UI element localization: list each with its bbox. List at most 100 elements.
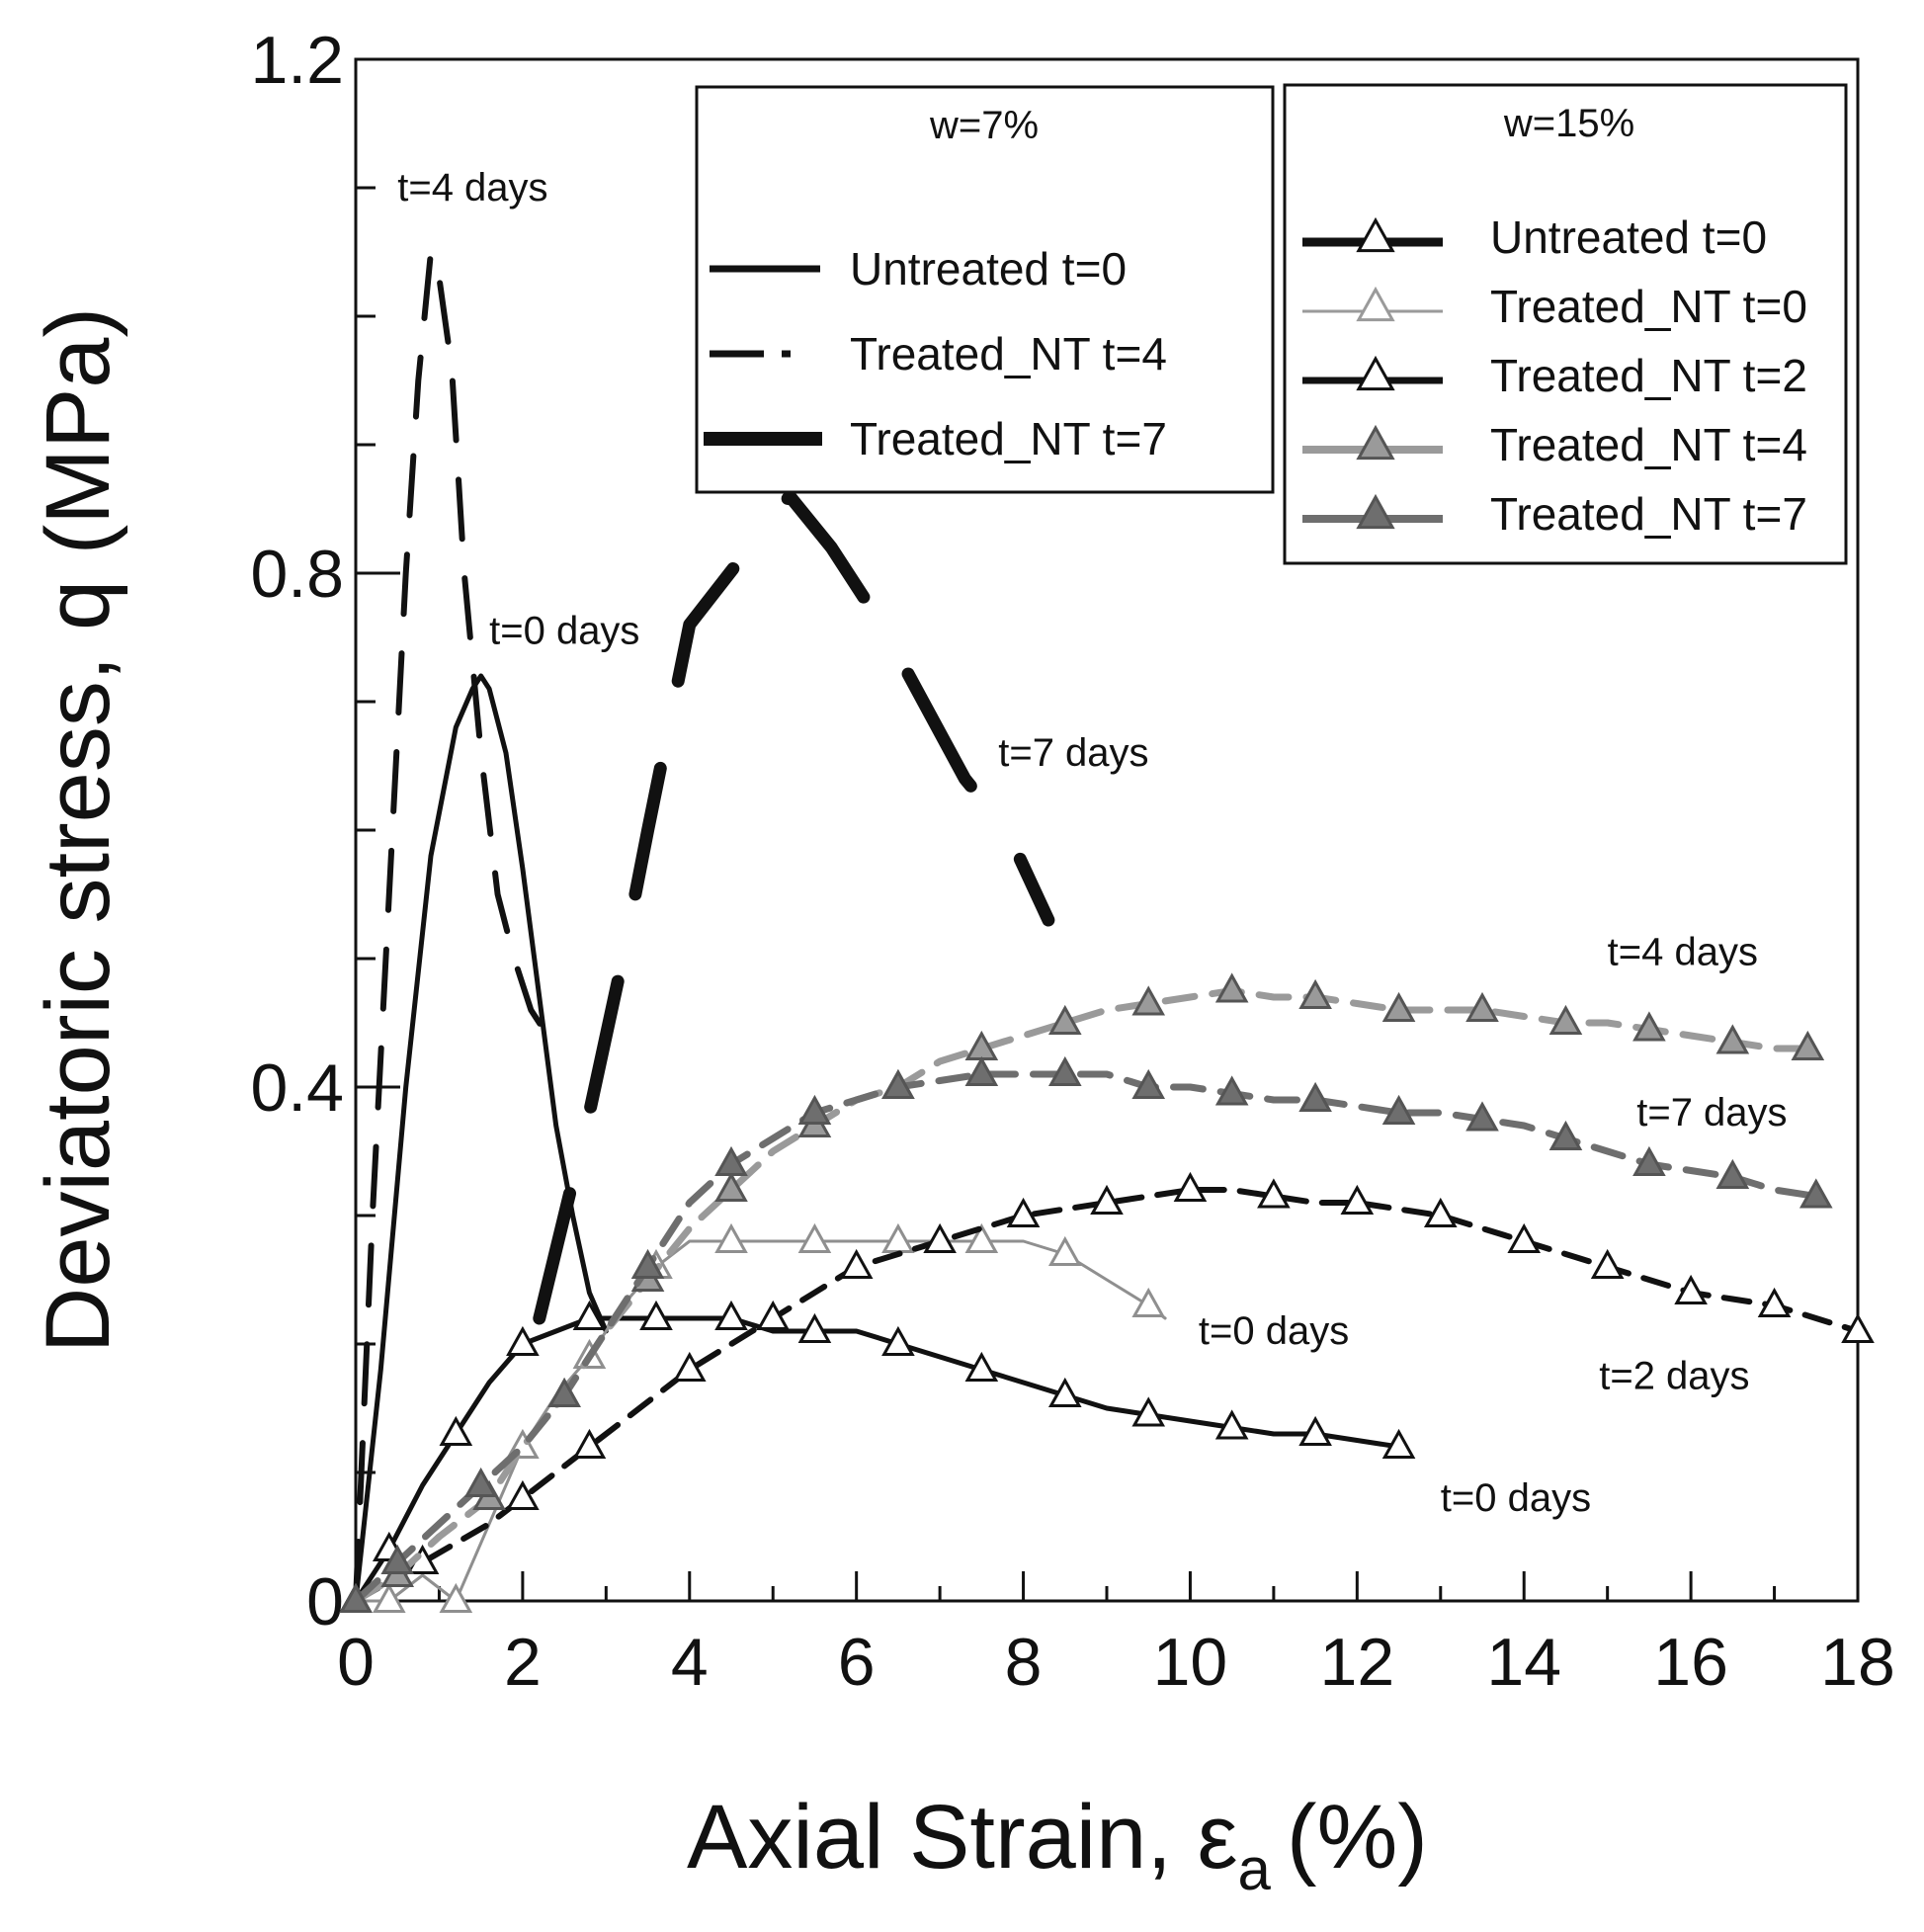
x-tick-label: 12 [1320, 1625, 1395, 1700]
legend-w7-frame [695, 85, 1275, 494]
data-point-marker [1548, 1120, 1583, 1150]
data-point-marker [630, 1248, 665, 1279]
series-line [533, 489, 1055, 1325]
data-point-marker [1381, 1428, 1416, 1459]
annotation-label: t=7 days [998, 731, 1148, 775]
data-point-marker [1298, 1415, 1332, 1446]
annotation-label: t=4 days [1608, 931, 1758, 974]
data-point-marker [1131, 1068, 1166, 1099]
data-point-marker [1465, 1101, 1499, 1132]
data-point-marker [714, 1145, 748, 1176]
data-point-marker [797, 1312, 832, 1343]
data-point-marker [1674, 1274, 1708, 1304]
x-tick-label: 2 [504, 1625, 542, 1700]
data-point-marker [1632, 1145, 1666, 1176]
data-point-marker [439, 1415, 473, 1446]
x-tick-label: 6 [838, 1625, 876, 1700]
data-point-marker [1507, 1222, 1542, 1253]
y-tick-label: 0.8 [250, 537, 344, 612]
data-point-marker [1548, 1004, 1583, 1035]
data-point-marker [797, 1222, 832, 1253]
data-point-marker [1632, 1011, 1666, 1042]
data-point-marker [1173, 1171, 1208, 1202]
legend-w7-title: w=7% [929, 104, 1039, 147]
data-point-marker [380, 1544, 415, 1574]
data-point-marker [1047, 1235, 1082, 1266]
series-layer [339, 249, 1875, 1613]
data-point-marker [1131, 1396, 1166, 1427]
data-point-marker [1715, 1024, 1750, 1054]
data-point-marker [1047, 1055, 1082, 1086]
legend-w15-title: w=15% [1503, 102, 1634, 145]
data-point-marker [463, 1467, 498, 1497]
data-point-marker [672, 1351, 707, 1382]
data-point-marker [1298, 978, 1332, 1009]
legend-w15: w=15% Untreated t=0 Treated_NT t=0 Treat… [1283, 83, 1848, 565]
x-tick-label: 4 [671, 1625, 709, 1700]
data-point-marker [756, 1300, 791, 1330]
data-point-marker [572, 1300, 607, 1330]
data-point-marker [797, 1094, 832, 1125]
legend-w15-label-treated-t7: Treated_NT t=7 [1490, 488, 1807, 540]
axis-ticks: 0 2 4 6 8 10 12 14 16 18 0 0.4 0.8 1.2 [250, 23, 1894, 1700]
data-point-marker [1715, 1158, 1750, 1189]
data-point-marker [1214, 972, 1249, 1003]
data-point-marker [1298, 1081, 1332, 1112]
data-point-marker [547, 1377, 581, 1407]
y-tick-label: 0 [306, 1564, 344, 1639]
data-point-marker [506, 1325, 540, 1356]
series-line [352, 1070, 1820, 1605]
data-point-marker [1047, 1377, 1082, 1407]
data-point-marker [1131, 985, 1166, 1016]
data-point-marker [1006, 1197, 1041, 1227]
data-point-marker [1214, 1075, 1249, 1106]
data-point-marker [1131, 1287, 1166, 1317]
data-point-marker [881, 1068, 915, 1099]
data-point-marker [1214, 1409, 1249, 1440]
data-point-marker [714, 1300, 748, 1330]
data-point-marker [1381, 991, 1416, 1022]
y-tick-label: 1.2 [250, 23, 344, 98]
data-point-marker [1090, 1184, 1124, 1215]
y-axis-title: Deviatoric stress, q (MPa) [28, 307, 128, 1353]
data-point-marker [1799, 1178, 1833, 1209]
legend-w15-swatch-marker-3 [1356, 355, 1395, 391]
series-3 [533, 489, 1055, 1325]
legend-w15-label-treated-t4: Treated_NT t=4 [1490, 419, 1807, 470]
legend-w7-label-untreated-t0: Untreated t=0 [850, 243, 1127, 294]
data-point-marker [881, 1222, 915, 1253]
x-tick-label: 14 [1486, 1625, 1561, 1700]
annotation-label: t=4 days [397, 166, 547, 210]
legend-w15-frame [1283, 83, 1848, 565]
legend-w7-label-treated-t7: Treated_NT t=7 [850, 413, 1167, 464]
series-2 [353, 249, 568, 1604]
data-point-marker [506, 1479, 540, 1510]
series-line [353, 673, 609, 1604]
x-axis-title-subscript: a [1237, 1836, 1271, 1902]
data-point-marker [1841, 1312, 1875, 1343]
annotation-label: t=0 days [489, 610, 639, 653]
data-point-marker [1257, 1178, 1291, 1209]
data-point-marker [339, 1582, 373, 1613]
series-line [354, 1239, 1167, 1603]
annotation-label: t=7 days [1636, 1091, 1787, 1134]
legend-w15-swatch-marker-1 [1356, 216, 1395, 253]
legend-w15-swatch-marker-2 [1356, 286, 1395, 322]
legend-w7: w=7% Untreated t=0 Treated_NT t=4 Treate… [695, 85, 1275, 494]
legend-w15-swatches [1302, 216, 1443, 530]
legend-w15-label-treated-t2: Treated_NT t=2 [1490, 350, 1807, 401]
data-point-marker [839, 1248, 874, 1279]
data-point-marker [714, 1171, 748, 1202]
data-point-marker [572, 1428, 607, 1459]
legend-w15-swatch-marker-5 [1356, 493, 1395, 530]
annotation-label: t=2 days [1599, 1355, 1749, 1398]
data-point-marker [964, 1351, 999, 1382]
legend-w15-label-untreated-t0: Untreated t=0 [1490, 211, 1767, 263]
data-point-marker [1340, 1184, 1375, 1215]
series-1 [353, 673, 609, 1604]
x-axis-title-unit: (%) [1287, 1787, 1428, 1888]
data-point-marker [1465, 991, 1499, 1022]
series-line [353, 249, 568, 1604]
data-point-marker [1791, 1030, 1825, 1060]
